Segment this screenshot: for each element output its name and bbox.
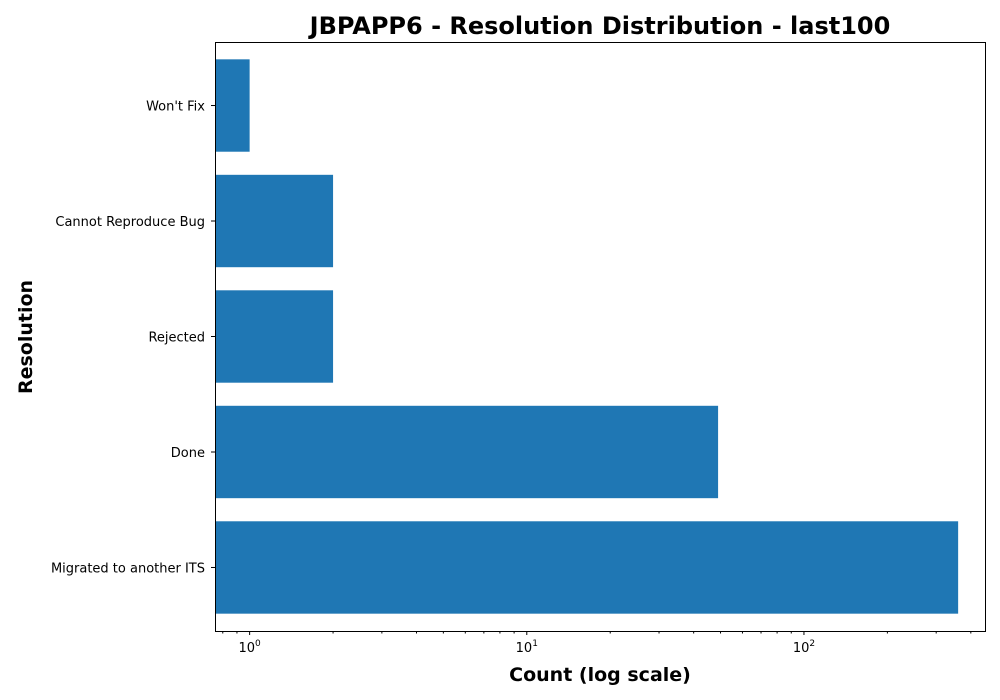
x-tick-label: 102 — [793, 639, 815, 656]
x-tick-base: 10 — [793, 641, 810, 656]
x-tick-base: 10 — [516, 641, 533, 656]
x-tick-base: 10 — [238, 641, 255, 656]
y-tick-label: Done — [171, 446, 205, 461]
plot-area-frame — [215, 42, 986, 632]
x-tick-exponent: 2 — [809, 639, 815, 649]
bar — [215, 521, 959, 614]
x-axis-ticks: 100 101 102 — [222, 631, 972, 656]
bar — [215, 59, 250, 152]
y-tick-label: Rejected — [148, 331, 205, 346]
x-axis-label: Count (log scale) — [509, 664, 691, 686]
y-axis-ticks: Migrated to another ITS Done Rejected Canno… — [51, 100, 215, 576]
x-tick-exponent: 1 — [532, 639, 538, 649]
y-axis-label: Resolution — [15, 280, 37, 394]
x-tick-label: 101 — [516, 639, 538, 656]
bar — [215, 405, 719, 499]
x-tick-exponent: 0 — [255, 639, 261, 649]
chart-title: JBPAPP6 - Resolution Distribution - last… — [308, 12, 891, 40]
y-tick-label: Migrated to another ITS — [51, 561, 205, 576]
bars-layer — [215, 59, 959, 614]
y-tick-label: Won't Fix — [146, 100, 205, 115]
x-tick-label: 100 — [238, 639, 261, 656]
bar — [215, 290, 334, 383]
y-tick-label: Cannot Reproduce Bug — [55, 215, 205, 230]
bar — [215, 174, 334, 268]
